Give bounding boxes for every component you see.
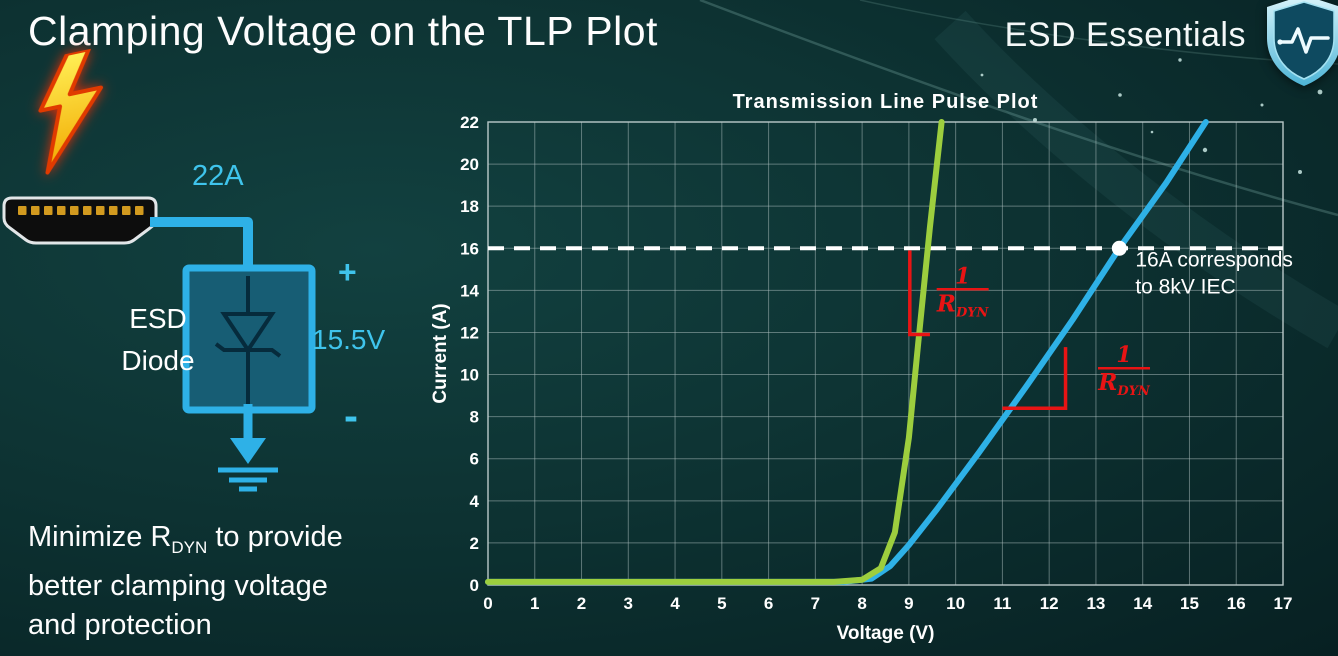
note-text: Minimize R (28, 521, 172, 553)
x-tick-label: 4 (670, 594, 680, 613)
swoosh-band (934, 10, 1338, 349)
x-tick-label: 16 (1227, 594, 1246, 613)
circuit-wiring (150, 217, 316, 492)
y-tick-label: 18 (460, 197, 479, 216)
note-subscript: DYN (171, 537, 208, 557)
plot-border (487, 121, 1284, 586)
note-line-2: better clamping voltage (28, 569, 328, 602)
y-tick-label: 8 (470, 408, 479, 427)
reference-marker-dot (1111, 240, 1127, 256)
y-tick-label: 0 (470, 576, 479, 595)
x-tick-label: 8 (857, 594, 866, 613)
y-tick-label: 6 (470, 450, 479, 469)
brand-text: ESD Essentials (1004, 16, 1246, 54)
reference-label-line1: 16A corresponds (1135, 248, 1293, 271)
x-tick-label: 3 (624, 594, 633, 613)
y-tick-label: 20 (460, 155, 479, 174)
tlp-chart-svg: 0 1 2 3 4 5 6 7 8 9 10 11 12 13 14 15 16 1702468101214161… (430, 91, 1293, 644)
swoosh-curve (699, 0, 1338, 217)
y-tick-label: 10 (460, 366, 479, 385)
x-tick-label: 0 (483, 594, 492, 613)
star-dots (980, 58, 1323, 174)
slope-bracket (1002, 347, 1068, 410)
x-tick-label: 5 (717, 594, 726, 613)
note-line-3: and protection (28, 608, 212, 641)
series-esd-diode-low-rdyn (485, 119, 945, 585)
x-tick-label: 2 (577, 594, 586, 613)
note-text: to provide (207, 521, 343, 553)
x-tick-label: 9 (904, 594, 913, 613)
x-tick-label: 1 (530, 594, 539, 613)
rdyn-fraction-numerator: 1 (1116, 342, 1131, 368)
rdyn-fraction-numerator: 1 (955, 263, 970, 289)
x-tick-label: 17 (1274, 594, 1293, 613)
rdyn-fraction-denominator: RDYN (1097, 369, 1151, 399)
y-tick-label: 2 (470, 534, 479, 553)
chart-title: Transmission Line Pulse Plot (733, 91, 1039, 113)
y-axis-label: Current (A) (430, 303, 451, 403)
device-label: ESD Diode (112, 298, 204, 382)
hdmi-pins (18, 206, 144, 215)
zener-diode-symbol (214, 276, 282, 404)
x-tick-label: 10 (946, 594, 965, 613)
slide-title: Clamping Voltage on the TLP Plot (28, 8, 658, 54)
x-tick-label: 7 (811, 594, 820, 613)
x-tick-label: 14 (1133, 594, 1152, 613)
hdmi-connector-icon (2, 196, 158, 245)
x-tick-label: 6 (764, 594, 773, 613)
y-tick-label: 22 (460, 113, 479, 132)
rdyn-fraction-denominator: RDYN (936, 290, 990, 320)
y-tick-label: 4 (470, 492, 480, 511)
clamp-voltage-label: 15.5V (312, 324, 386, 355)
slope-bracket (908, 250, 930, 337)
y-tick-label: 16 (460, 239, 479, 258)
x-tick-label: 11 (993, 594, 1011, 613)
y-tick-label: 14 (460, 281, 479, 300)
x-tick-label: 13 (1086, 594, 1105, 613)
x-tick-label: 15 (1180, 594, 1199, 613)
x-tick-label: 12 (1040, 594, 1059, 613)
device-label-line2: Diode (121, 345, 195, 376)
series-higher-rdyn-device (485, 119, 1209, 585)
lightning-bolt-icon (38, 47, 104, 175)
reference-label-line2: to 8kV IEC (1135, 275, 1235, 298)
surge-current-label: 22A (192, 160, 244, 192)
minus-terminal-label: - (344, 392, 358, 439)
ground-symbol (218, 404, 278, 492)
x-axis-label: Voltage (V) (837, 623, 935, 644)
wire (150, 217, 253, 272)
device-label-line1: ESD (129, 303, 187, 334)
y-tick-label: 12 (460, 323, 479, 342)
shield-logo-icon (1260, 0, 1338, 88)
tlp-chart: 0 1 2 3 4 5 6 7 8 9 10 11 12 13 14 15 16 17 0 2 4 6 8 10 12 14 16 1… (430, 88, 1338, 656)
takeaway-note: Minimize RDYN to provide better clamping… (28, 518, 343, 645)
plus-terminal-label: + (338, 254, 357, 290)
note-line-1: Minimize RDYN to provide (28, 518, 343, 567)
